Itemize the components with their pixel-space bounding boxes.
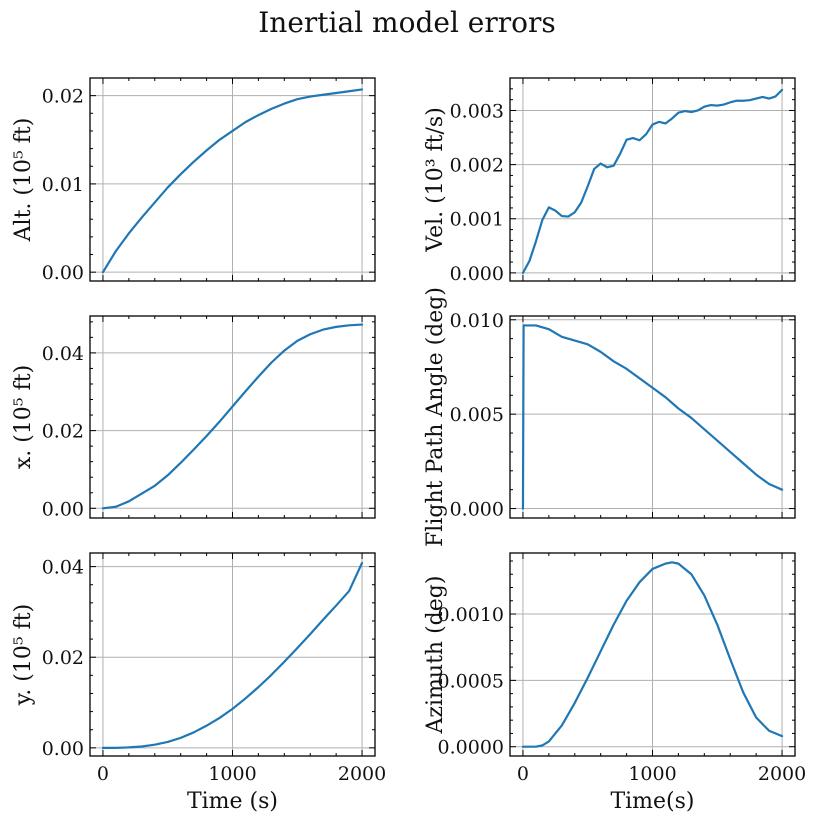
data-series-line xyxy=(521,561,784,748)
data-series-line xyxy=(101,88,364,274)
y-tick-label: 0.04 xyxy=(42,343,84,365)
x-tick-label: 1000 xyxy=(208,763,256,785)
figure-title: Inertial model errors xyxy=(258,6,556,39)
y-axis-label: Azimuth (deg) xyxy=(423,576,448,735)
y-axis-label: Vel. (10³ ft/s) xyxy=(423,107,448,253)
y-axis-label: Alt. (10⁵ ft) xyxy=(11,118,36,243)
axes-frame xyxy=(89,77,376,282)
y-tick-label: 0.001 xyxy=(450,209,504,231)
y-tick-label: 0.0005 xyxy=(438,670,504,692)
y-tick-label: 0.002 xyxy=(450,155,504,177)
subplot-3: 0.00 0.02 0.04 x. (10⁵ ft) xyxy=(11,315,376,520)
data-series-line xyxy=(101,323,364,510)
axes-frame xyxy=(509,77,796,282)
x-tick-label: 2000 xyxy=(338,763,386,785)
axes-frame xyxy=(89,315,376,519)
y-tick-label: 0.000 xyxy=(450,263,504,285)
data-series-line xyxy=(521,88,784,274)
y-tick-label: 0.02 xyxy=(42,647,84,669)
y-tick-label: 0.003 xyxy=(450,100,504,122)
y-tick-label: 0.01 xyxy=(42,174,84,196)
subplot-1: 0.00 0.01 0.02 Alt. (10⁵ ft) xyxy=(11,77,376,284)
x-tick-label: 0 xyxy=(97,763,109,785)
y-tick-label: 0.02 xyxy=(42,86,84,108)
subplot-6: 0.0000 0.0005 0.0010 0 1000 2000 Azimuth (deg)… xyxy=(423,552,806,814)
x-axis-label: Time(s) xyxy=(610,789,694,814)
x-axis-label: Time (s) xyxy=(187,789,278,814)
data-series-line xyxy=(521,324,784,510)
y-tick-label: 0.005 xyxy=(450,404,504,426)
y-tick-label: 0.000 xyxy=(450,499,504,521)
y-tick-label: 0.04 xyxy=(42,557,84,579)
y-axis-label: y. (10⁵ ft) xyxy=(11,604,36,706)
axes-frame xyxy=(509,552,796,757)
y-tick-label: 0.00 xyxy=(42,738,84,760)
y-tick-label: 0.02 xyxy=(42,421,84,443)
x-tick-label: 0 xyxy=(517,763,529,785)
x-tick-label: 2000 xyxy=(758,763,806,785)
y-axis-label: x. (10⁵ ft) xyxy=(11,365,36,469)
axes-frame xyxy=(89,552,376,757)
y-tick-label: 0.010 xyxy=(450,310,504,332)
y-axis-label: Flight Path Angle (deg) xyxy=(423,287,448,547)
y-tick-label: 0.00 xyxy=(42,498,84,520)
axes-frame xyxy=(509,315,796,519)
x-tick-label: 1000 xyxy=(628,763,676,785)
data-series-line xyxy=(101,561,364,749)
y-tick-label: 0.00 xyxy=(42,262,84,284)
y-tick-label: 0.0010 xyxy=(438,604,504,626)
y-tick-label: 0.0000 xyxy=(438,737,504,759)
subplot-5: 0.00 0.02 0.04 0 1000 2000 y. (10⁵ ft) Time (s) xyxy=(11,552,386,814)
